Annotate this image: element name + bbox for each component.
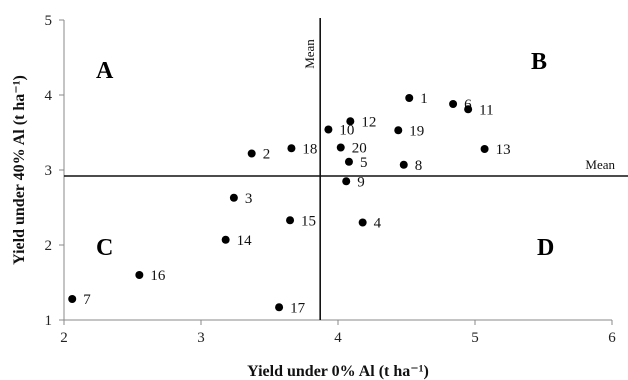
y-tick-label: 2 xyxy=(45,238,53,254)
point-label-4: 4 xyxy=(374,216,382,232)
data-point-10 xyxy=(324,125,333,134)
point-label-16: 16 xyxy=(150,268,166,284)
data-point-17 xyxy=(275,303,284,312)
data-point-7 xyxy=(68,295,77,303)
data-point-13 xyxy=(480,145,489,153)
x-tick-label: 6 xyxy=(608,330,616,346)
data-point-19 xyxy=(394,126,403,135)
quadrant-label-d: D xyxy=(537,235,554,261)
y-tick-label: 1 xyxy=(45,313,53,329)
point-label-1: 1 xyxy=(420,91,428,107)
quadrant-label-b: B xyxy=(531,49,547,75)
point-label-13: 13 xyxy=(496,142,511,158)
point-label-18: 18 xyxy=(302,141,317,157)
point-label-12: 12 xyxy=(361,114,376,130)
point-label-17: 17 xyxy=(290,300,306,316)
data-point-1 xyxy=(405,94,414,102)
y-tick-label: 3 xyxy=(45,163,53,179)
data-point-5 xyxy=(344,157,353,166)
point-label-6: 6 xyxy=(464,97,472,113)
data-point-20 xyxy=(336,143,345,152)
x-tick-label: 3 xyxy=(197,330,205,346)
data-point-16 xyxy=(135,271,144,279)
data-point-8 xyxy=(399,160,408,169)
y-axis-title: Yield under 40% Al (t ha⁻¹) xyxy=(11,75,28,265)
point-label-14: 14 xyxy=(237,233,253,249)
point-label-10: 10 xyxy=(339,123,354,139)
point-label-20: 20 xyxy=(352,141,367,157)
point-label-9: 9 xyxy=(357,174,365,190)
point-label-15: 15 xyxy=(301,213,316,229)
y-tick-label: 5 xyxy=(45,13,53,29)
data-point-4 xyxy=(358,218,367,227)
point-label-11: 11 xyxy=(479,102,493,118)
data-point-18 xyxy=(287,144,296,153)
data-point-12 xyxy=(346,117,355,126)
data-point-6 xyxy=(449,100,458,108)
quadrant-label-a: A xyxy=(96,58,114,84)
point-label-19: 19 xyxy=(409,123,424,139)
data-point-15 xyxy=(286,216,295,225)
data-point-14 xyxy=(221,235,230,244)
x-tick-label: 4 xyxy=(334,330,342,346)
x-tick-label: 2 xyxy=(60,330,68,346)
point-label-3: 3 xyxy=(245,191,253,207)
y-tick-label: 4 xyxy=(45,88,53,104)
point-label-2: 2 xyxy=(263,147,271,163)
data-point-9 xyxy=(342,177,351,186)
x-mean-label: Mean xyxy=(302,39,317,69)
x-axis-title: Yield under 0% Al (t ha⁻¹) xyxy=(247,363,429,380)
point-label-7: 7 xyxy=(83,292,91,308)
quadrant-label-c: C xyxy=(96,235,113,261)
data-point-11 xyxy=(464,105,473,114)
x-tick-label: 5 xyxy=(471,330,479,346)
point-label-5: 5 xyxy=(360,155,368,171)
data-point-3 xyxy=(229,193,238,202)
data-point-2 xyxy=(247,149,256,158)
point-label-8: 8 xyxy=(415,158,423,174)
y-mean-label: Mean xyxy=(585,157,615,172)
